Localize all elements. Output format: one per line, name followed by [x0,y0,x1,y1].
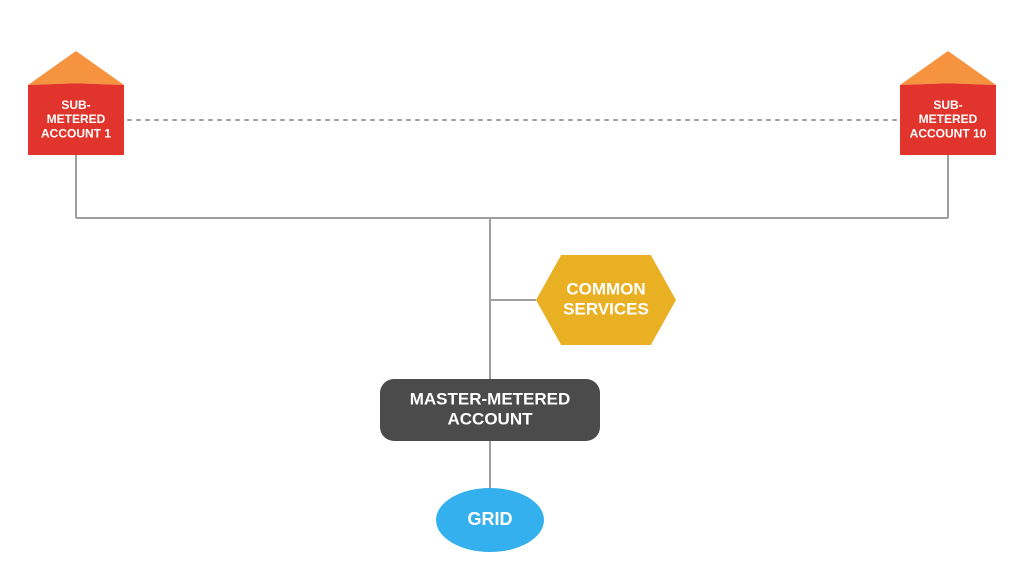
svg-text:SERVICES: SERVICES [563,300,649,319]
svg-text:ACCOUNT: ACCOUNT [448,410,534,429]
svg-text:SUB-: SUB- [933,98,962,112]
svg-text:GRID: GRID [468,509,513,529]
diagram-canvas: SUB-METEREDACCOUNT 1SUB-METEREDACCOUNT 1… [0,0,1024,576]
svg-text:SUB-: SUB- [61,98,90,112]
svg-text:METERED: METERED [47,112,106,126]
svg-text:MASTER-METERED: MASTER-METERED [410,389,571,408]
svg-text:COMMON: COMMON [566,279,645,298]
svg-text:METERED: METERED [919,112,978,126]
svg-text:ACCOUNT 1: ACCOUNT 1 [41,127,111,141]
svg-text:ACCOUNT 10: ACCOUNT 10 [910,127,987,141]
